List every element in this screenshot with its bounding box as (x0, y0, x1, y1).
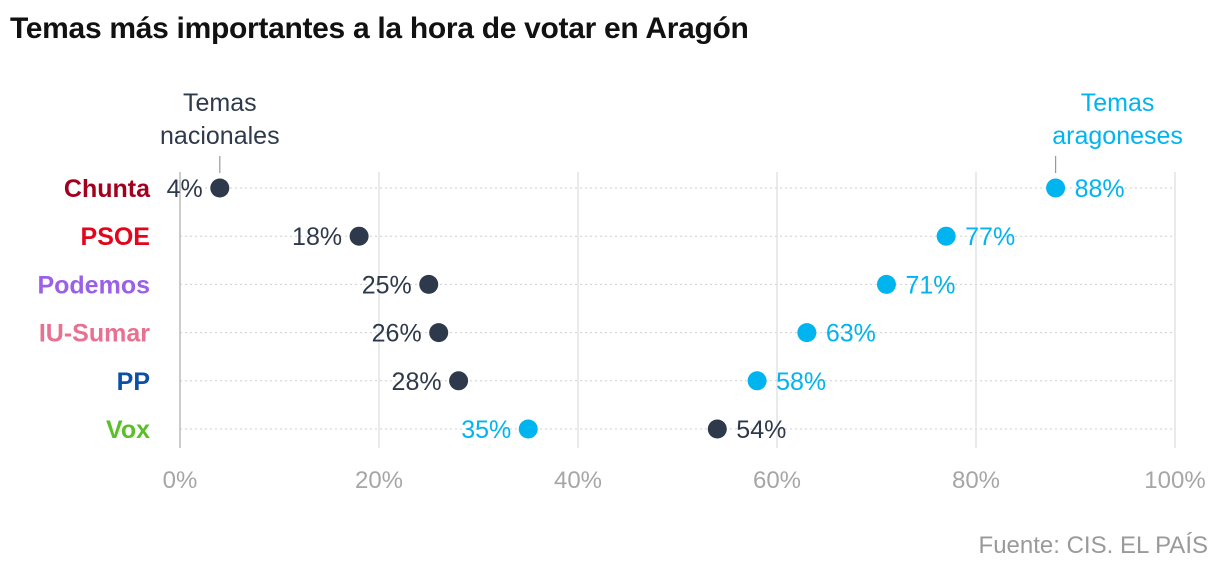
value-label-nacionales: 28% (392, 368, 442, 396)
party-label: Podemos (37, 271, 150, 299)
dot-nacionales (349, 226, 369, 246)
dot-plot-chart: 0% 20% 40% 60% 80% 100% Chunta PSOE Podemos IU-Su… (37, 89, 1205, 494)
annotation-nacionales: nacionales (160, 122, 280, 150)
dot-nacionales (429, 323, 449, 343)
value-label-aragoneses: 71% (905, 271, 955, 299)
party-label: PP (117, 368, 150, 396)
annotation-aragoneses: aragoneses (1052, 122, 1183, 150)
party-label: Chunta (64, 175, 151, 203)
value-label-aragoneses: 35% (461, 416, 511, 444)
source-note: Fuente: CIS. EL PAÍS (978, 532, 1208, 559)
value-label-aragoneses: 77% (965, 223, 1015, 251)
x-tick-label: 80% (952, 467, 1000, 494)
value-label-nacionales: 26% (372, 320, 422, 348)
value-label-nacionales: 4% (167, 175, 203, 203)
dot-nacionales (449, 371, 469, 391)
x-tick-label: 0% (163, 467, 198, 494)
party-label: IU-Sumar (39, 320, 150, 348)
dot-aragoneses (747, 371, 767, 391)
value-label-nacionales: 18% (292, 223, 342, 251)
annotation-nacionales: Temas (183, 89, 257, 117)
value-label-aragoneses: 63% (826, 320, 876, 348)
x-tick-label: 20% (355, 467, 403, 494)
party-label: PSOE (81, 223, 150, 251)
dot-nacionales (210, 178, 230, 198)
value-label-nacionales: 25% (362, 271, 412, 299)
dot-nacionales (419, 274, 439, 294)
dot-aragoneses (518, 419, 538, 439)
value-label-aragoneses: 88% (1075, 175, 1125, 203)
value-label-nacionales: 54% (736, 416, 786, 444)
x-tick-label: 40% (554, 467, 602, 494)
dot-aragoneses (797, 323, 817, 343)
annotation-aragoneses: Temas (1081, 89, 1155, 117)
dot-aragoneses (936, 226, 956, 246)
x-tick-label: 60% (753, 467, 801, 494)
value-label-aragoneses: 58% (776, 368, 826, 396)
dot-aragoneses (1046, 178, 1066, 198)
party-label: Vox (106, 416, 150, 444)
dot-nacionales (707, 419, 727, 439)
chart-title: Temas más importantes a la hora de votar… (10, 12, 749, 45)
x-tick-label: 100% (1144, 467, 1205, 494)
dot-aragoneses (876, 274, 896, 294)
